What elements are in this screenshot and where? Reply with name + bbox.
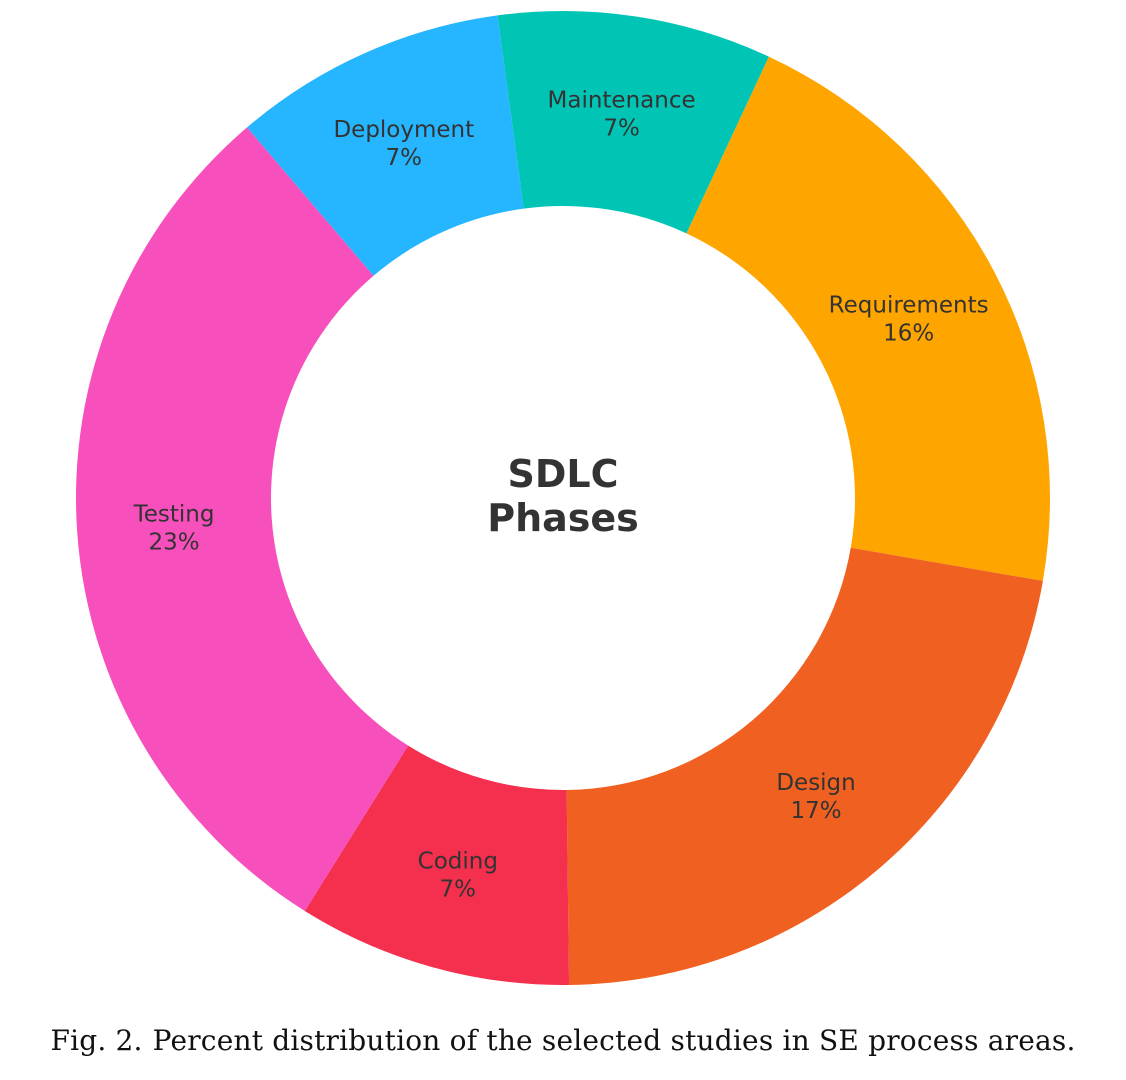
slice-label-deployment: Deployment: [333, 117, 474, 143]
slice-testing: [75, 127, 409, 911]
donut-chart-svg: Requirements16%Design17%Coding7%Testing2…: [75, 11, 1050, 985]
slice-requirements: [686, 56, 1050, 581]
donut-slices: [75, 11, 1050, 985]
slice-label-testing: Testing: [133, 502, 215, 528]
slice-label-requirements: Requirements: [829, 292, 989, 318]
slice-design: [566, 547, 1043, 985]
slice-value-design: 17%: [790, 798, 841, 824]
chart-center-title-line-1: SDLC: [507, 452, 618, 496]
figure-number: Fig. 2.: [50, 1024, 143, 1057]
slice-label-coding: Coding: [418, 849, 498, 875]
slice-maintenance: [497, 11, 769, 234]
sdlc-donut-chart: Requirements 16% Design 17% Coding 7% Testing 2…: [75, 11, 1050, 985]
slice-value-requirements: 16%: [883, 320, 934, 346]
slice-label-design: Design: [776, 770, 855, 796]
figure-caption: Fig. 2. Percent distribution of the selec…: [0, 1024, 1126, 1057]
slice-coding: [304, 745, 570, 985]
slice-value-testing: 23%: [148, 530, 199, 556]
slice-label-maintenance: Maintenance: [548, 87, 696, 113]
slice-value-maintenance: 7%: [603, 115, 640, 141]
chart-center-title-line-2: Phases: [487, 496, 639, 540]
slice-value-coding: 7%: [440, 877, 477, 903]
slice-deployment: [247, 15, 524, 276]
caption-text: Percent distribution of the selected stu…: [152, 1024, 1076, 1057]
slice-value-deployment: 7%: [386, 145, 423, 171]
donut-labels: Requirements16%Design17%Coding7%Testing2…: [133, 87, 989, 902]
